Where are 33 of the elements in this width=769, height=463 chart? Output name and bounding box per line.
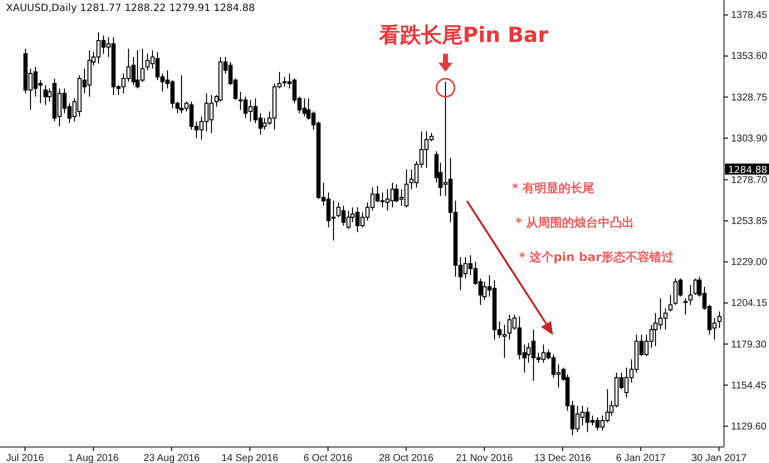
candlestick: [688, 284, 693, 306]
y-tick-label: 1303.90: [731, 133, 768, 144]
y-tick-label: 1328.75: [731, 92, 768, 104]
y-tick-label: 1204.15: [731, 298, 768, 310]
candlestick: [43, 84, 48, 106]
chart-title: XAUUSD,Daily 1281.77 1288.22 1279.91 1284.88: [6, 3, 255, 14]
y-tick-label: 1154.45: [731, 380, 767, 392]
x-tick-label: 13 Dec 2016: [534, 453, 592, 463]
y-tick-label: 1253.85: [731, 216, 768, 228]
annotation: * 这个pin bar形态不容错过: [519, 250, 674, 264]
x-tick-label: 6 Oct 2016: [304, 453, 353, 463]
x-tick-label: 23 Aug 2016: [144, 453, 200, 463]
x-tick-label: 14 Sep 2016: [221, 453, 279, 463]
y-tick-label: 1278.70: [731, 174, 768, 186]
candlestick: [668, 294, 673, 312]
y-tick-label: 1229.00: [731, 257, 768, 268]
y-tick-label: 1353.60: [731, 51, 768, 62]
candlestick: [693, 278, 698, 296]
annotation: * 有明显的长尾: [512, 181, 594, 195]
x-tick-label: 30 Jan 2017: [691, 453, 747, 463]
annotation: * 从周围的烛台中凸出: [516, 216, 634, 230]
x-tick-label: 28 Oct 2016: [378, 453, 434, 463]
x-tick-label: 6 Jan 2017: [616, 453, 666, 463]
x-tick-label: Jul 2016: [6, 453, 44, 463]
x-tick-label: 21 Nov 2016: [456, 453, 514, 463]
candlestick: [717, 310, 722, 329]
candlestick: [683, 298, 688, 316]
annotation: 看跌长尾Pin Bar: [378, 23, 549, 47]
text: 1284.88: [728, 165, 768, 176]
x-tick-label: 1 Aug 2016: [68, 453, 120, 463]
y-tick-label: 1129.60: [731, 421, 767, 432]
y-tick-label: 1179.30: [731, 339, 767, 350]
y-tick-label: 1378.45: [731, 10, 768, 22]
